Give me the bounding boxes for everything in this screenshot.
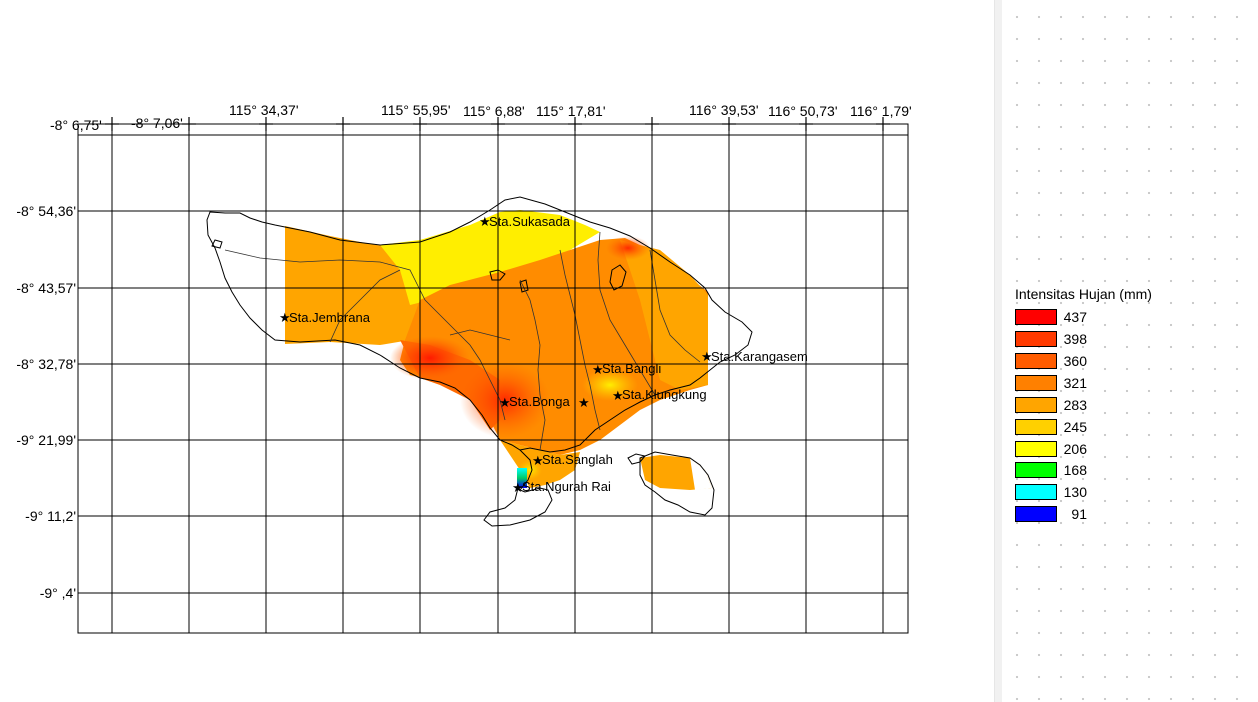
x-tick-label: -8° 7,06' bbox=[131, 115, 183, 131]
legend-value: 321 bbox=[1063, 375, 1087, 391]
y-tick-label: -9° 21,99' bbox=[16, 432, 76, 448]
x-tick-label: 115° 6,88' bbox=[463, 103, 525, 119]
station-label: Sta.Klungkung bbox=[622, 387, 707, 402]
x-tick-label: 115° 34,37' bbox=[229, 102, 299, 118]
x-tick-label: -8° 6,75' bbox=[50, 117, 102, 133]
station-marker-icon[interactable]: ★ bbox=[578, 395, 590, 410]
x-tick-label: 116° 39,53' bbox=[689, 102, 759, 118]
station-label: Sta.Jembrana bbox=[289, 310, 371, 325]
station-label: Sta.Sukasada bbox=[489, 214, 571, 229]
station-label: Sta.Bangli bbox=[602, 361, 661, 376]
y-tick-label: -9° 11,2' bbox=[25, 508, 76, 524]
legend-value: 130 bbox=[1063, 484, 1087, 500]
station-marker-icon[interactable]: ★ bbox=[279, 310, 291, 325]
legend-swatch bbox=[1015, 506, 1057, 522]
legend-panel bbox=[1002, 0, 1258, 702]
legend-title: Intensitas Hujan (mm) bbox=[1015, 286, 1152, 302]
map-panel: -8° 6,75' -8° 7,06' 115° 34,37' 115° 55,… bbox=[0, 0, 994, 702]
station-marker-icon[interactable]: ★ bbox=[592, 362, 604, 377]
legend-swatch bbox=[1015, 419, 1057, 435]
legend-value: 91 bbox=[1071, 506, 1087, 522]
district-boundaries bbox=[224, 231, 701, 451]
x-tick-label: 116° 50,73' bbox=[768, 103, 838, 119]
station-marker-icon[interactable]: ★ bbox=[499, 395, 511, 410]
legend-value: 283 bbox=[1063, 397, 1087, 413]
station-label: Sta.Ngurah Rai bbox=[522, 479, 611, 494]
legend-value: 206 bbox=[1063, 441, 1087, 457]
legend-value: 360 bbox=[1063, 353, 1087, 369]
x-axis-labels: -8° 6,75' -8° 7,06' 115° 34,37' 115° 55,… bbox=[50, 102, 912, 133]
legend-swatch bbox=[1015, 441, 1057, 457]
x-tick-label: 115° 55,95' bbox=[381, 102, 451, 118]
legend-swatch bbox=[1015, 353, 1057, 369]
panel-divider[interactable] bbox=[994, 0, 1003, 702]
legend-value: 398 bbox=[1063, 331, 1087, 347]
legend-swatch bbox=[1015, 484, 1057, 500]
station-marker-icon[interactable]: ★ bbox=[701, 349, 713, 364]
y-tick-label: -9° ,4' bbox=[40, 585, 76, 601]
x-tick-label: 116° 1,79' bbox=[850, 103, 912, 119]
legend-value: 245 bbox=[1063, 419, 1087, 435]
y-tick-label: -8° 43,57' bbox=[16, 280, 76, 296]
legend-swatch bbox=[1015, 397, 1057, 413]
station-label: Sta.Karangasem bbox=[711, 349, 808, 364]
legend-value: 437 bbox=[1063, 309, 1087, 325]
station-marker-icon[interactable]: ★ bbox=[612, 388, 624, 403]
station-label: Sta.Sanglah bbox=[542, 452, 613, 467]
graticule bbox=[78, 124, 908, 633]
station-marker-icon[interactable]: ★ bbox=[512, 480, 524, 495]
rainfall-surface bbox=[285, 210, 712, 490]
station-marker-icon[interactable]: ★ bbox=[479, 214, 491, 229]
legend-swatch bbox=[1015, 331, 1057, 347]
y-tick-label: -8° 32,78' bbox=[16, 356, 76, 372]
x-tick-label: 115° 17,81' bbox=[536, 103, 606, 119]
y-axis-labels: -8° 54,36' -8° 43,57' -8° 32,78' -9° 21,… bbox=[16, 203, 76, 601]
station-marker-icon[interactable]: ★ bbox=[532, 453, 544, 468]
legend-value: 168 bbox=[1063, 462, 1087, 478]
legend-swatch bbox=[1015, 462, 1057, 478]
y-tick-label: -8° 54,36' bbox=[16, 203, 76, 219]
rainfall-map[interactable]: -8° 6,75' -8° 7,06' 115° 34,37' 115° 55,… bbox=[0, 0, 994, 702]
tick-marks bbox=[105, 117, 890, 131]
legend-swatch bbox=[1015, 375, 1057, 391]
legend-swatch bbox=[1015, 309, 1057, 325]
coastline bbox=[206, 196, 753, 527]
stations: ★ Sta.Sukasada ★ Sta.Jembrana ★ Sta.Kara… bbox=[279, 214, 808, 495]
station-label: Sta.Bonga bbox=[509, 394, 570, 409]
